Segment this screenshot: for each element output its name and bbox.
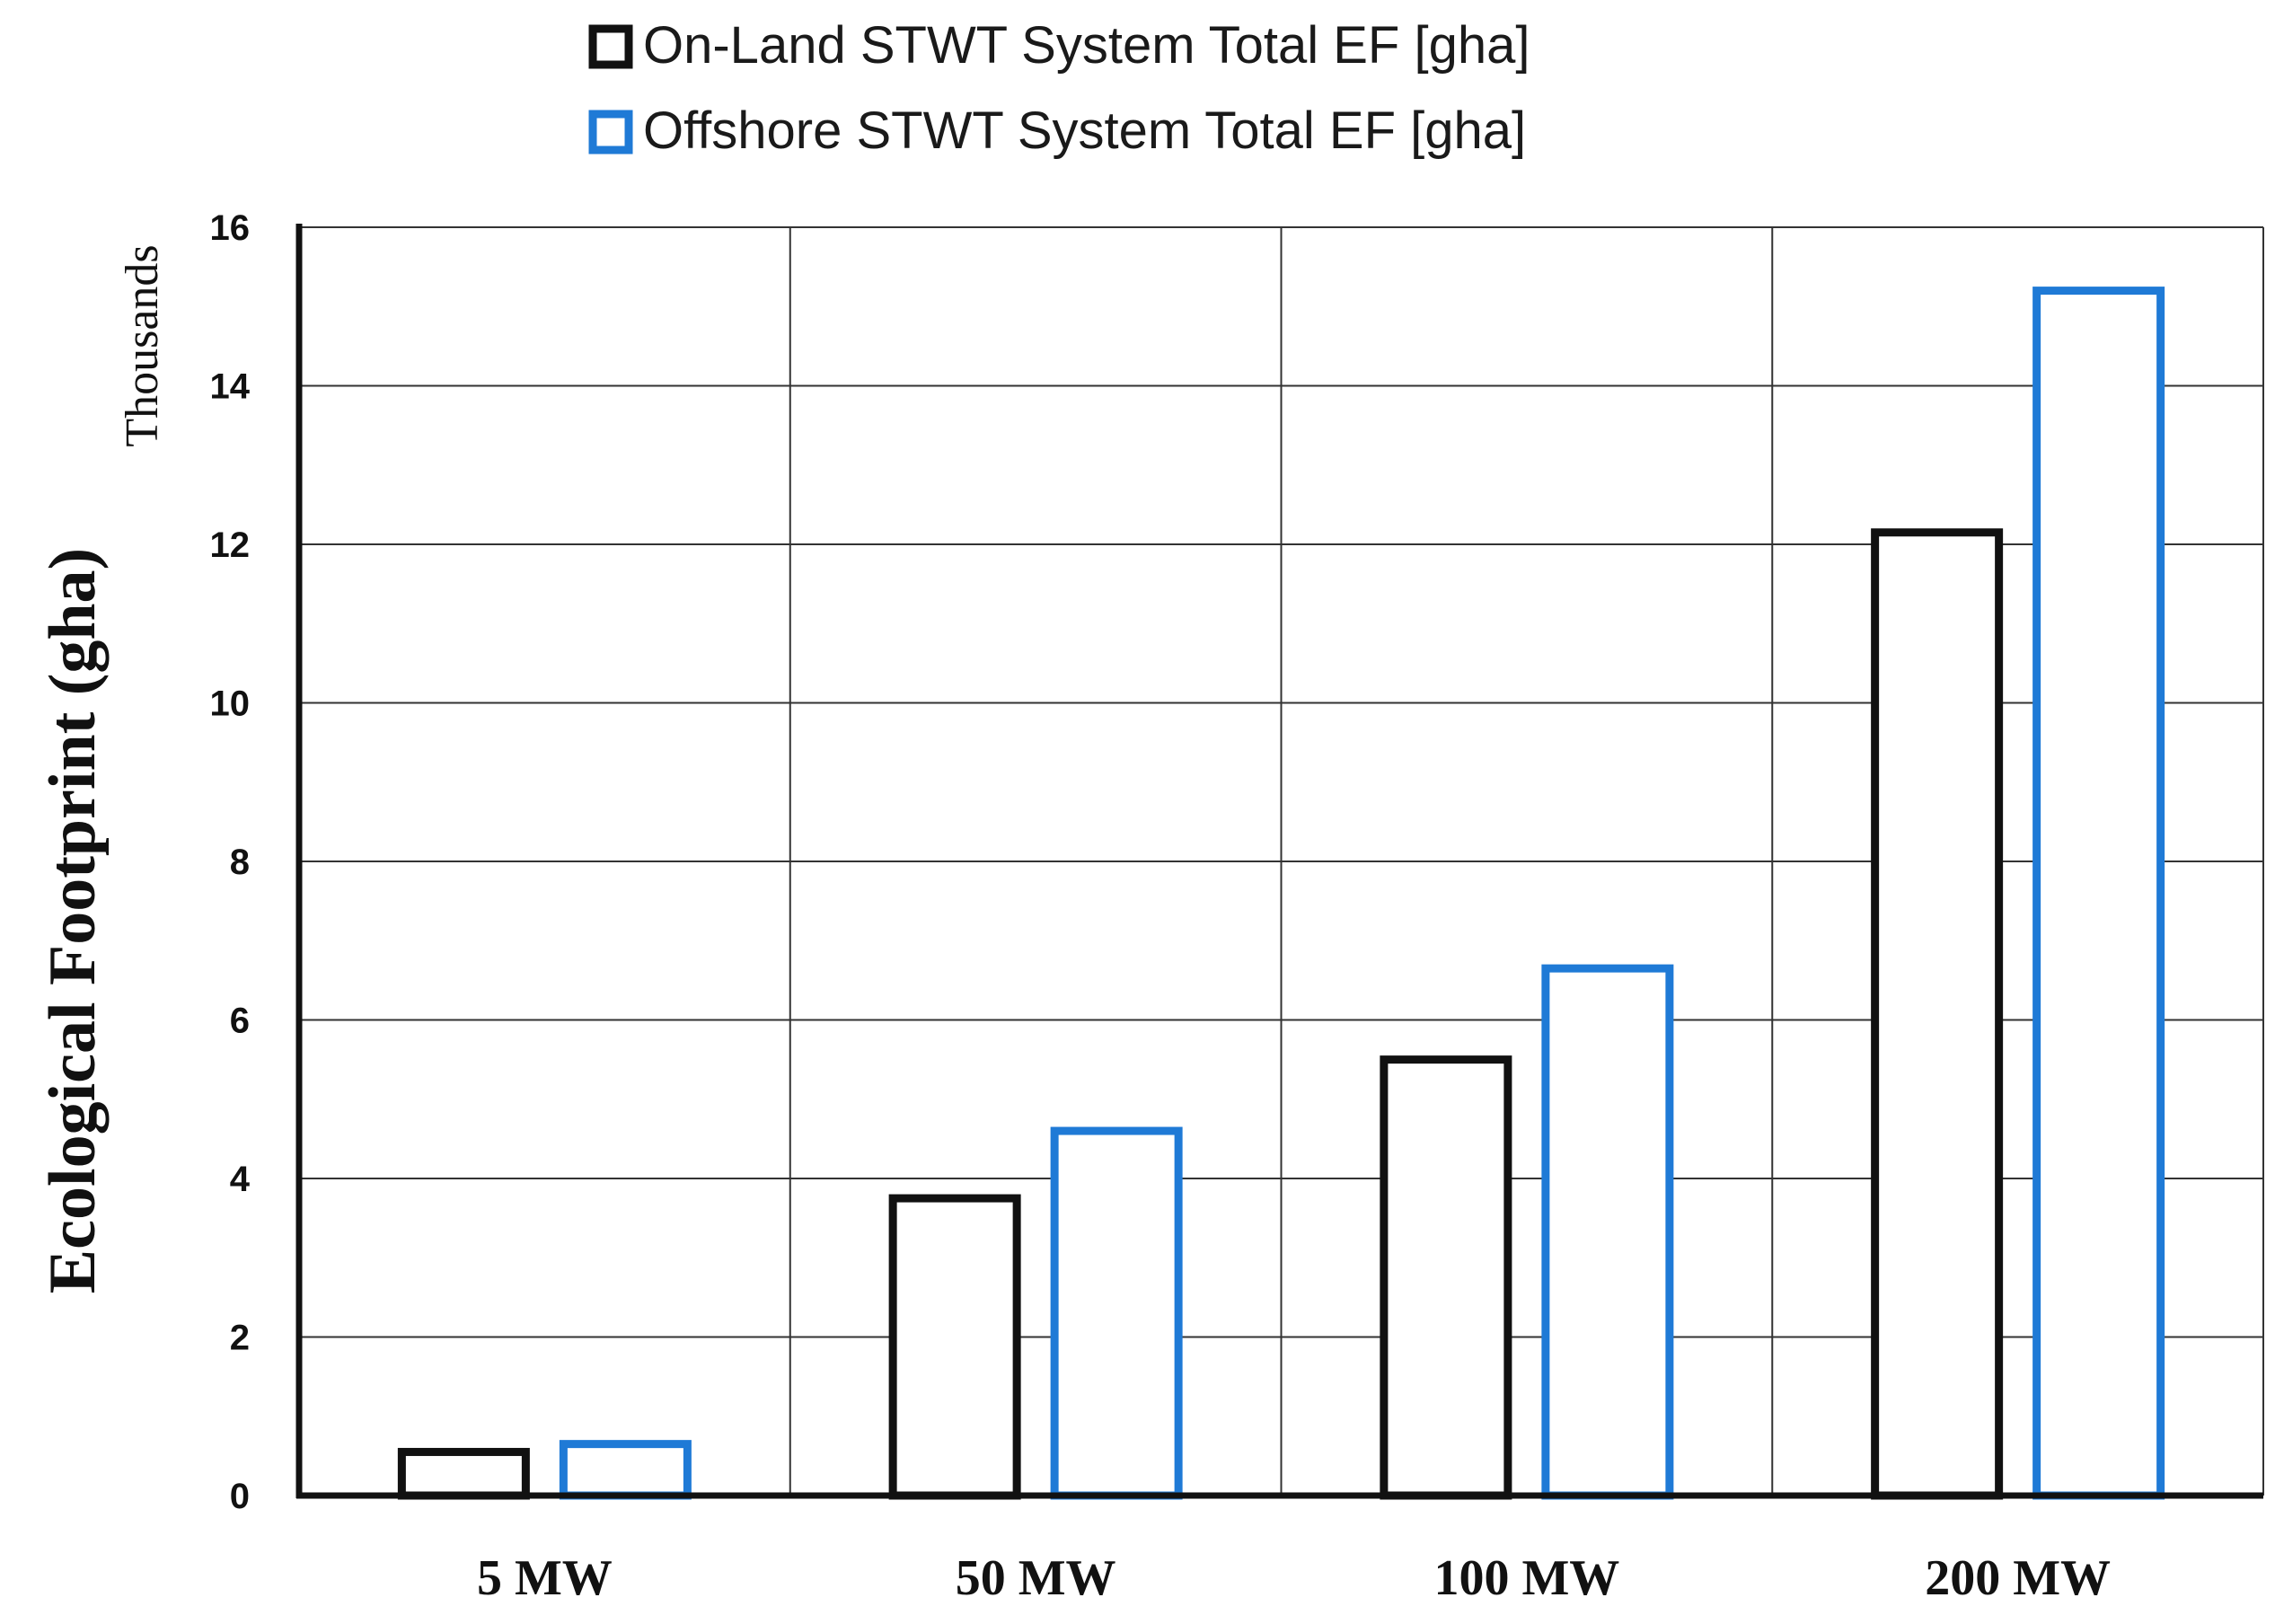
x-tick-label: 200 MW — [1925, 1550, 2111, 1606]
bar-offshore-100-mw — [1541, 964, 1674, 1500]
bar-on-land-200-mw — [1871, 528, 2004, 1500]
axes — [295, 224, 2263, 1499]
y-tick-label: 4 — [230, 1160, 251, 1199]
gridlines — [299, 226, 2264, 1496]
x-tick-label: 5 MW — [477, 1550, 613, 1606]
legend-label-offshore: Offshore STWT System Total EF [gha] — [643, 102, 1526, 160]
y-tick-label: 12 — [210, 525, 251, 565]
x-tick-label: 100 MW — [1433, 1550, 1619, 1606]
y-tick-label: 10 — [210, 684, 251, 724]
bar-on-land-50-mw — [888, 1194, 1021, 1500]
y-tick-label: 0 — [230, 1477, 250, 1516]
legend-swatch-offshore — [588, 110, 633, 154]
legend-label-on-land: On-Land STWT System Total EF [gha] — [643, 16, 1530, 75]
y-tick-label: 2 — [230, 1319, 250, 1358]
bar-offshore-200-mw — [2033, 287, 2165, 1500]
bar-on-land-5-mw — [397, 1447, 530, 1500]
legend-swatch-on-land — [588, 24, 633, 69]
bar-offshore-5-mw — [559, 1440, 692, 1500]
x-tick-labels: 5 MW 50 MW 100 MW 200 MW — [477, 1550, 2111, 1606]
y-axis-units-label: Thousands — [117, 244, 168, 446]
y-tick-labels: 0 2 4 6 8 10 12 14 16 — [210, 208, 251, 1516]
y-tick-label: 14 — [210, 367, 251, 407]
legend: On-Land STWT System Total EF [gha] Offsh… — [588, 16, 1530, 160]
y-tick-label: 8 — [230, 843, 250, 882]
x-tick-label: 50 MW — [956, 1550, 1116, 1606]
y-axis-label: Ecological Footprint (gha) — [36, 548, 110, 1293]
y-tick-label: 6 — [230, 1002, 250, 1041]
bar-offshore-50-mw — [1050, 1126, 1183, 1500]
bar-on-land-100-mw — [1380, 1055, 1512, 1500]
y-tick-label: 16 — [210, 208, 251, 248]
